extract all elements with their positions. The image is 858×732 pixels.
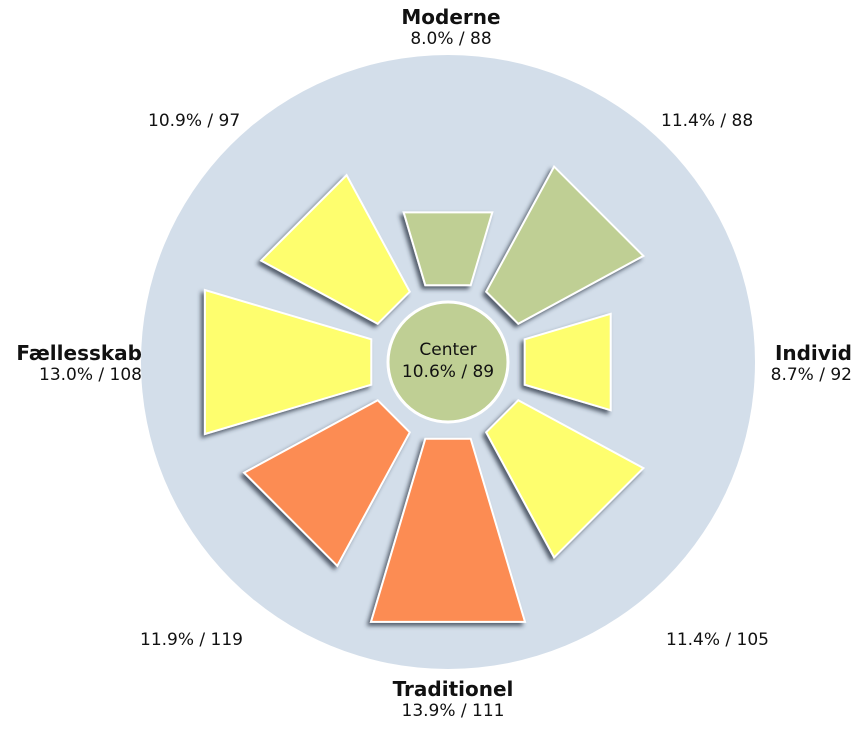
segment-wedge-7: [259, 173, 412, 326]
segment-wedge-6: [203, 288, 373, 436]
segment-label-faellesskab: Fællesskab 13.0% / 108: [4, 342, 142, 386]
segment-value-nw: 10.9% / 97: [148, 111, 241, 131]
segment-wedge-3: [484, 398, 646, 560]
center-label: Center: [419, 340, 476, 360]
segment-wedge-1: [484, 164, 646, 326]
center-value-label: 10.6% / 89: [402, 362, 494, 382]
segment-value: 13.0% / 108: [39, 365, 142, 385]
segment-value-se: 11.4% / 105: [666, 630, 769, 650]
segment-wedge-5: [242, 398, 412, 568]
segment-label-individ: Individ 8.7% / 92: [720, 342, 852, 386]
segment-value-ne: 11.4% / 88: [661, 111, 754, 131]
center-circle: [386, 300, 510, 424]
segment-wedge-2: [523, 312, 612, 412]
segment-wedge-4: [369, 437, 527, 623]
segment-name: Individ: [774, 341, 852, 365]
segment-name: Fællesskab: [16, 341, 142, 365]
segment-label-traditionel: Traditionel 13.9% / 111: [353, 678, 553, 722]
segment-name: Moderne: [401, 5, 501, 29]
segment-value: 13.9% / 111: [401, 701, 505, 721]
segment-name: Traditionel: [392, 677, 514, 701]
segment-wedge-0: [402, 211, 494, 287]
segment-value: 8.7% / 92: [770, 365, 852, 385]
segment-label-moderne: Moderne 8.0% / 88: [351, 6, 551, 50]
segment-value-sw: 11.9% / 119: [140, 630, 243, 650]
segment-value: 8.0% / 88: [410, 29, 492, 49]
